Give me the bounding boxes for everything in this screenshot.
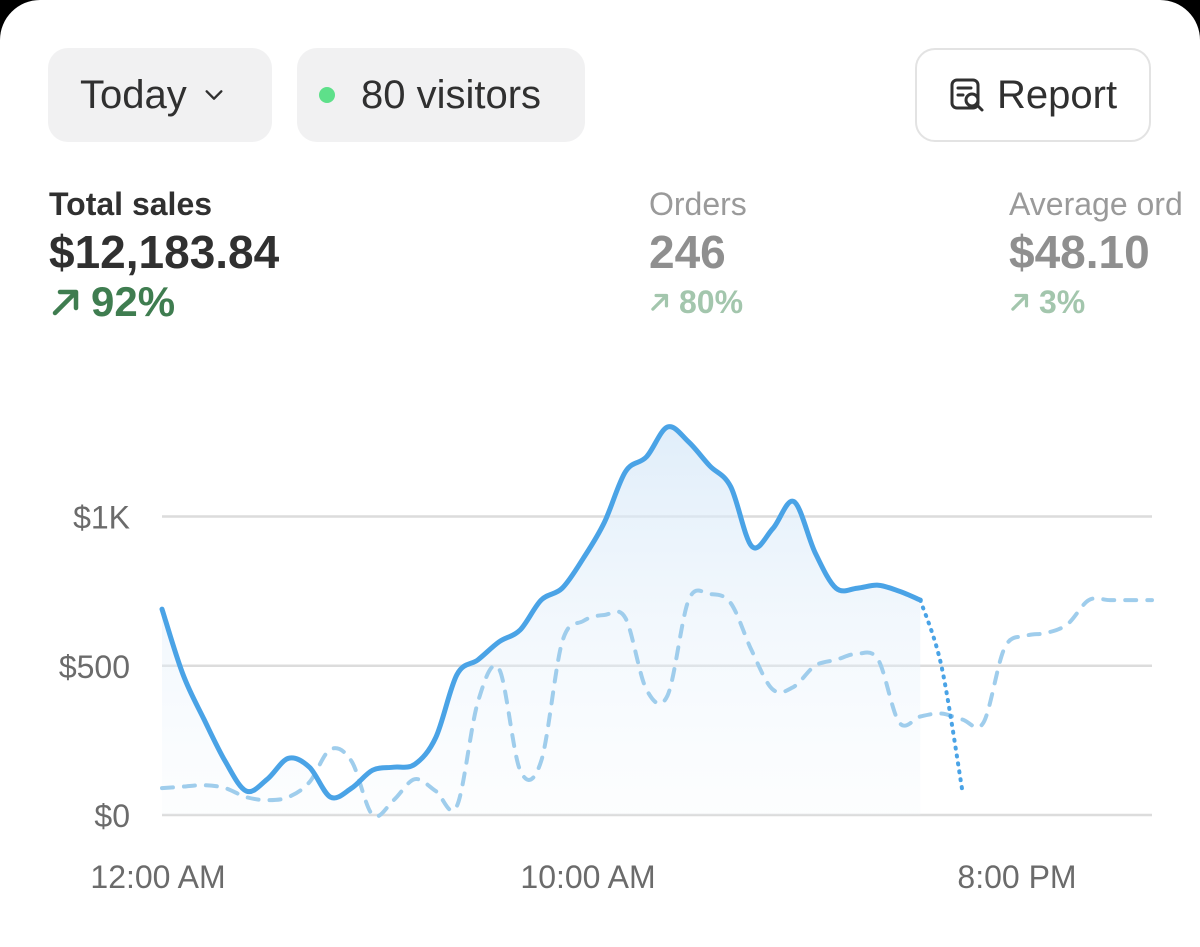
metric-total-sales[interactable]: Total sales $12,183.84 92% — [49, 184, 279, 324]
metric-orders[interactable]: Orders 246 80% — [649, 184, 747, 324]
metric-value: 246 — [649, 226, 726, 278]
report-search-icon — [950, 78, 984, 112]
chevron-down-icon — [205, 90, 223, 100]
date-range-label: Today — [80, 72, 187, 117]
report-button[interactable]: Report — [915, 48, 1151, 142]
date-range-dropdown[interactable]: Today — [48, 48, 272, 142]
y-tick-label: $1K — [73, 500, 130, 536]
visitors-count: 80 visitors — [361, 72, 542, 117]
metric-average-order[interactable]: Average ord $48.10 3% — [1009, 184, 1183, 324]
metric-delta-value: 3% — [1039, 284, 1086, 320]
x-tick-label: 8:00 PM — [957, 859, 1076, 895]
comparison-series-line — [160, 588, 1154, 819]
live-status-dot — [319, 87, 335, 103]
x-tick-label: 10:00 AM — [520, 859, 655, 895]
metric-delta-value: 80% — [679, 284, 744, 320]
arrow-up-right-icon — [1011, 293, 1029, 311]
arrow-up-right-icon — [651, 293, 669, 311]
x-tick-label: 12:00 AM — [90, 859, 225, 895]
metric-delta: 92% — [49, 280, 279, 324]
current-series-projection — [918, 598, 965, 794]
metric-label: Average ord — [1009, 186, 1183, 222]
report-label: Report — [997, 72, 1118, 117]
y-tick-label: $0 — [94, 798, 130, 834]
current-series-area — [162, 426, 921, 815]
metric-label: Total sales — [49, 186, 213, 222]
metric-value: $12,183.84 — [49, 226, 280, 278]
live-visitors-badge[interactable]: 80 visitors — [297, 48, 585, 142]
metric-value: $48.10 — [1009, 226, 1150, 278]
metric-delta-value: 92% — [91, 278, 176, 325]
y-tick-label: $500 — [59, 649, 130, 685]
arrow-up-right-icon — [52, 289, 79, 316]
metric-delta: 80% — [649, 280, 747, 324]
metric-delta: 3% — [1009, 280, 1183, 324]
current-series-line — [159, 424, 923, 801]
metric-label: Orders — [649, 186, 747, 222]
